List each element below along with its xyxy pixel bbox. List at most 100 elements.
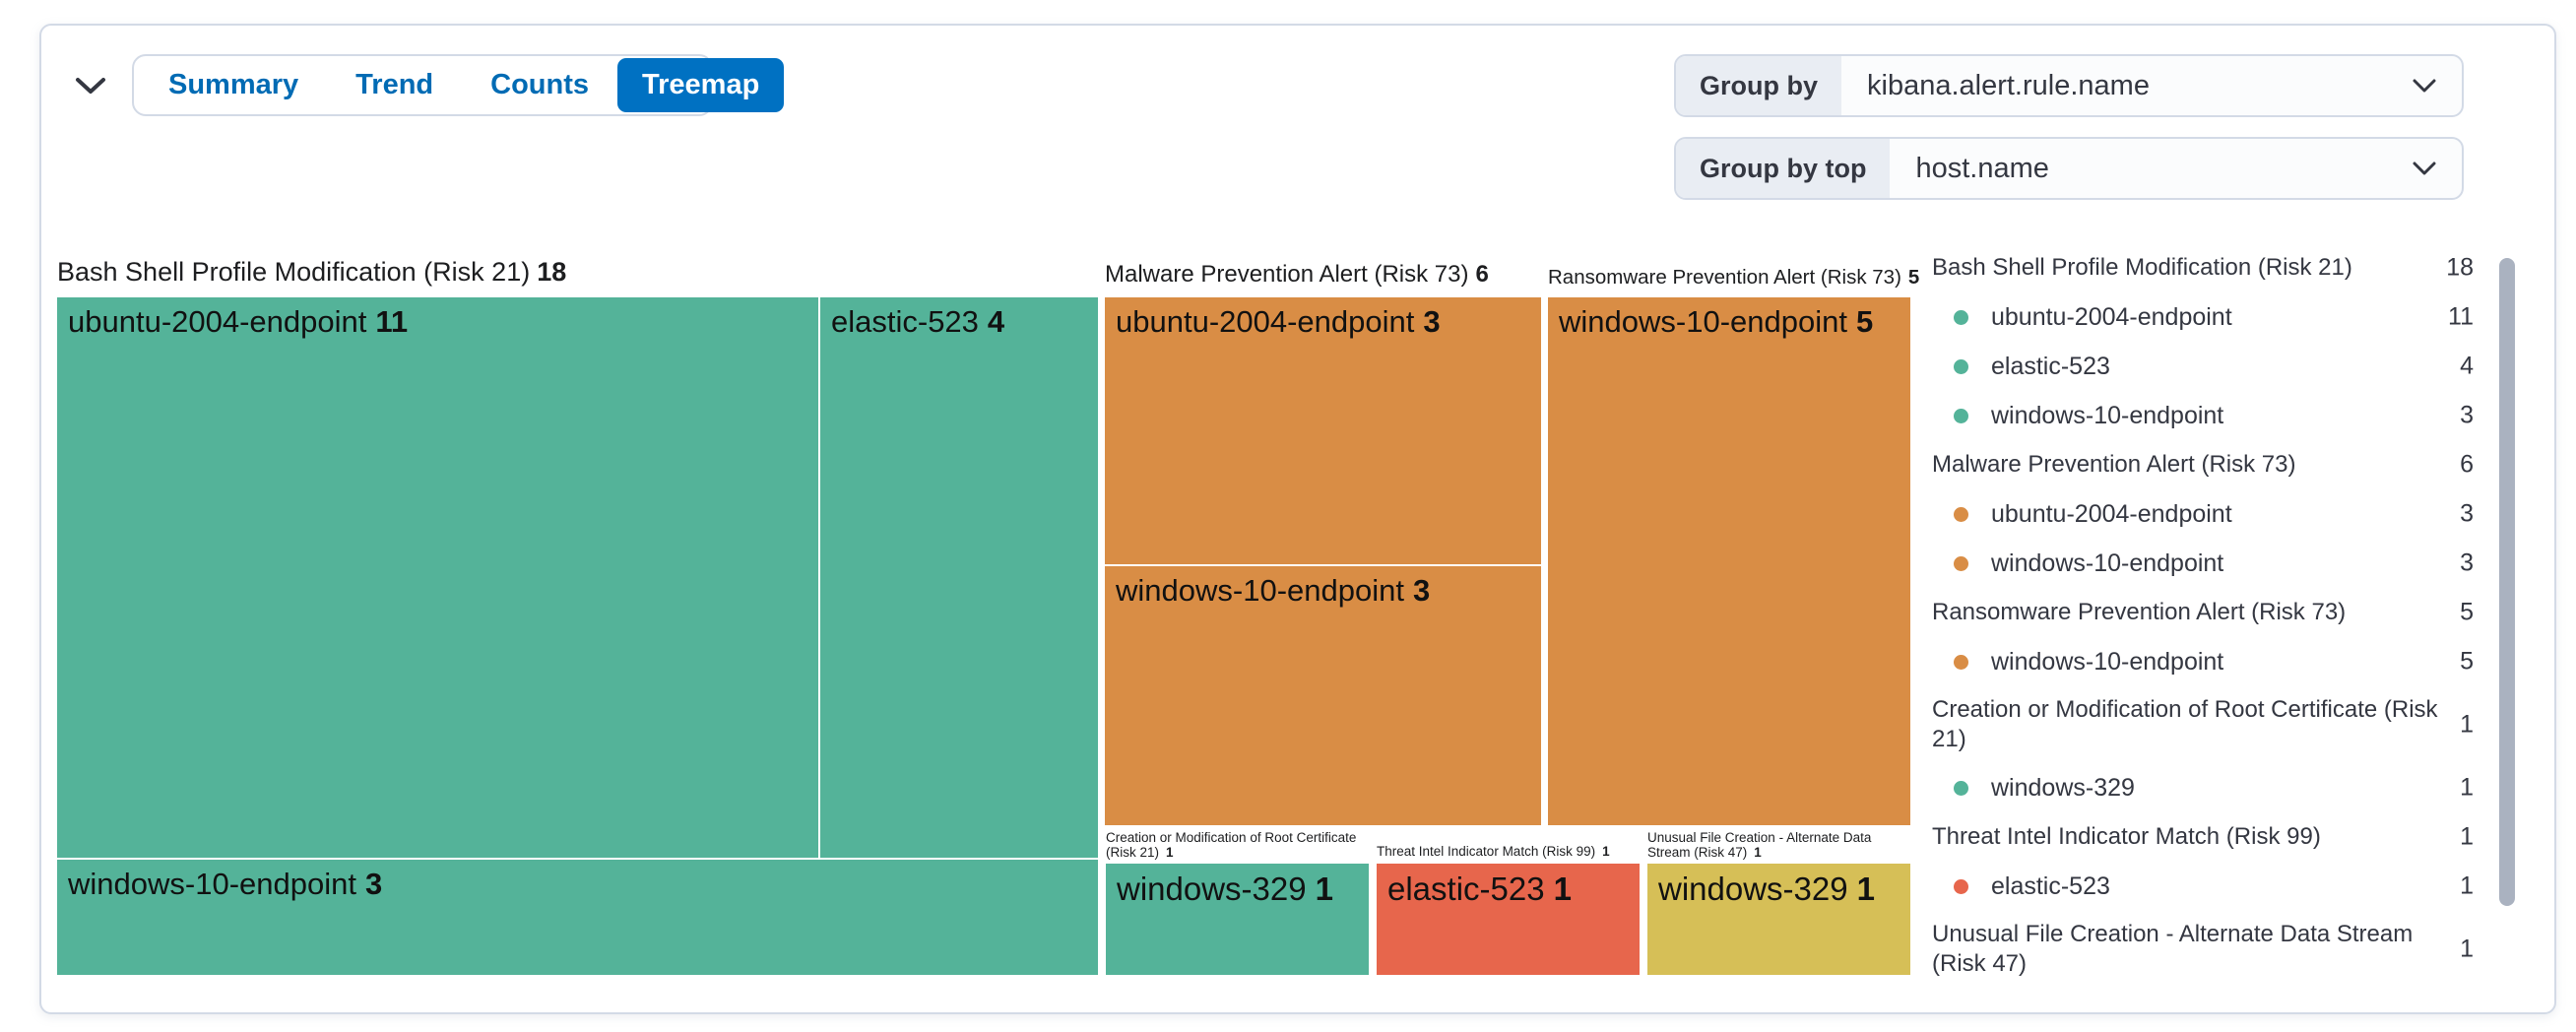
cell-label: ubuntu-2004-endpoint 3 xyxy=(1105,297,1541,347)
group-label: Threat Intel Indicator Match (Risk 99) xyxy=(1377,844,1596,859)
legend-count: 1 xyxy=(2460,822,2474,851)
host-count: 1 xyxy=(1315,871,1333,907)
legend-label: Unusual File Creation - Alternate Data S… xyxy=(1932,921,2414,977)
host-name: elastic-523 xyxy=(831,304,979,339)
cell-label: ubuntu-2004-endpoint 11 xyxy=(57,297,818,347)
treemap-group-header: Creation or Modification of Root Certifi… xyxy=(1106,830,1378,860)
legend-dot-icon xyxy=(1954,878,1968,894)
legend-host-item[interactable]: windows-10-endpoint 5 xyxy=(1932,637,2474,686)
treemap-group-header: Threat Intel Indicator Match (Risk 99) 1 xyxy=(1377,844,1610,859)
cell-label: windows-329 1 xyxy=(1106,864,1369,915)
legend-label: Ransomware Prevention Alert (Risk 73) xyxy=(1932,599,2347,625)
treemap-cell-malware-ubuntu[interactable]: ubuntu-2004-endpoint 3 xyxy=(1105,297,1541,564)
group-label: Unusual File Creation - Alternate Data S… xyxy=(1647,830,1872,861)
legend-label: ubuntu-2004-endpoint xyxy=(1991,303,2232,331)
treemap-cell-bash-elastic[interactable]: elastic-523 4 xyxy=(820,297,1098,858)
tab-trend[interactable]: Trend xyxy=(355,69,434,100)
treemap-cell-bash-windows10[interactable]: windows-10-endpoint 3 xyxy=(57,860,1098,975)
legend-host-item[interactable]: elastic-523 4 xyxy=(1932,342,2474,391)
treemap-group-header: Malware Prevention Alert (Risk 73) 6 xyxy=(1105,261,1489,289)
cell-label: elastic-523 1 xyxy=(1377,864,1640,915)
legend-rule-title: Malware Prevention Alert (Risk 73) 6 xyxy=(1932,440,2474,489)
legend-count: 4 xyxy=(2460,352,2474,380)
legend-rule-title: Unusual File Creation - Alternate Data S… xyxy=(1932,911,2474,988)
group-count: 6 xyxy=(1475,261,1489,288)
host-count: 1 xyxy=(1553,871,1572,907)
legend-label: Bash Shell Profile Modification (Risk 21… xyxy=(1932,254,2352,281)
host-name: windows-329 xyxy=(1658,871,1848,907)
group-by-control: Group by kibana.alert.rule.name xyxy=(1674,54,2464,117)
legend-count: 5 xyxy=(2460,598,2474,626)
group-by-top-label: Group by top xyxy=(1676,139,1891,198)
group-label: Malware Prevention Alert (Risk 73) xyxy=(1105,261,1469,288)
group-label: Ransomware Prevention Alert (Risk 73) xyxy=(1548,266,1901,289)
tab-treemap[interactable]: Treemap xyxy=(617,58,785,112)
legend-label: elastic-523 xyxy=(1991,353,2110,380)
treemap-cell-bash-ubuntu[interactable]: ubuntu-2004-endpoint 11 xyxy=(57,297,818,858)
tab-summary[interactable]: Summary xyxy=(168,69,299,100)
legend-host-item[interactable]: windows-329 1 xyxy=(1932,763,2474,812)
group-label: Creation or Modification of Root Certifi… xyxy=(1106,830,1357,861)
chevron-down-icon xyxy=(2413,56,2462,115)
host-count: 5 xyxy=(1855,304,1874,339)
legend-count: 18 xyxy=(2446,253,2474,282)
group-count: 18 xyxy=(537,257,567,287)
legend-label: windows-10-endpoint xyxy=(1991,402,2224,429)
legend-count: 3 xyxy=(2460,548,2474,577)
treemap-cell-ransomware-windows10[interactable]: windows-10-endpoint 5 xyxy=(1548,297,1910,825)
legend-count: 1 xyxy=(2460,935,2474,963)
legend-dot-icon xyxy=(1954,555,1968,571)
legend-label: windows-10-endpoint xyxy=(1991,648,2224,676)
treemap-cell-malware-windows10[interactable]: windows-10-endpoint 3 xyxy=(1105,566,1541,825)
legend-count: 3 xyxy=(2460,401,2474,429)
legend-label: Threat Intel Indicator Match (Risk 99) xyxy=(1932,823,2321,850)
legend-dot-icon xyxy=(1954,408,1968,423)
treemap-group-header: Ransomware Prevention Alert (Risk 73) 5 xyxy=(1548,266,1920,290)
legend-label: ubuntu-2004-endpoint xyxy=(1991,500,2232,528)
host-name: elastic-523 xyxy=(1387,871,1545,907)
treemap-cell-threatintel-elastic[interactable]: elastic-523 1 xyxy=(1377,864,1640,975)
group-count: 1 xyxy=(1166,845,1174,861)
cell-label: windows-10-endpoint 3 xyxy=(1105,566,1541,615)
legend-scrollbar-thumb[interactable] xyxy=(2499,258,2515,906)
group-by-select[interactable]: kibana.alert.rule.name xyxy=(1867,69,2150,101)
group-by-label: Group by xyxy=(1676,56,1841,115)
cell-label: windows-329 1 xyxy=(1647,864,1910,915)
legend-label: windows-329 xyxy=(1991,774,2135,802)
chevron-down-icon xyxy=(75,77,106,97)
host-count: 3 xyxy=(1423,304,1441,339)
legend-count: 3 xyxy=(2460,499,2474,528)
legend-count: 6 xyxy=(2460,450,2474,479)
legend-rule-title: Threat Intel Indicator Match (Risk 99) 1 xyxy=(1932,812,2474,862)
legend-count: 5 xyxy=(2460,647,2474,676)
host-count: 3 xyxy=(364,867,383,901)
legend-host-item[interactable]: elastic-523 1 xyxy=(1932,862,2474,911)
legend-dot-icon xyxy=(1954,780,1968,796)
collapse-panel-button[interactable] xyxy=(67,65,114,108)
legend-label: Malware Prevention Alert (Risk 73) xyxy=(1932,451,2296,478)
treemap-group-header: Unusual File Creation - Alternate Data S… xyxy=(1647,830,1896,860)
legend-rule-title: Creation or Modification of Root Certifi… xyxy=(1932,686,2474,763)
host-name: windows-10-endpoint xyxy=(68,867,356,901)
legend-host-item[interactable]: ubuntu-2004-endpoint 11 xyxy=(1932,292,2474,342)
legend-host-item[interactable]: ubuntu-2004-endpoint 3 xyxy=(1932,489,2474,539)
legend-count: 1 xyxy=(2460,773,2474,802)
group-count: 1 xyxy=(1602,844,1610,859)
treemap-cell-rootcert-windows329[interactable]: windows-329 1 xyxy=(1106,864,1369,975)
view-tab-group: Summary Trend Counts Treemap xyxy=(132,54,785,116)
tab-counts[interactable]: Counts xyxy=(490,69,590,100)
legend-host-item[interactable]: windows-10-endpoint 3 xyxy=(1932,391,2474,440)
legend-label: elastic-523 xyxy=(1991,872,2110,900)
group-count: 1 xyxy=(1754,845,1762,861)
legend-label: windows-10-endpoint xyxy=(1991,549,2224,577)
treemap-cell-unusualfile-windows329[interactable]: windows-329 1 xyxy=(1647,864,1910,975)
legend-host-item[interactable]: windows-10-endpoint 3 xyxy=(1932,539,2474,588)
legend-count: 1 xyxy=(2460,871,2474,900)
group-count: 5 xyxy=(1907,266,1920,289)
legend-count: 1 xyxy=(2460,710,2474,739)
cell-label: elastic-523 4 xyxy=(820,297,1098,347)
treemap-group-header: Bash Shell Profile Modification (Risk 21… xyxy=(57,257,566,287)
chevron-down-icon xyxy=(2413,139,2462,198)
group-by-top-select[interactable]: host.name xyxy=(1915,152,2049,184)
